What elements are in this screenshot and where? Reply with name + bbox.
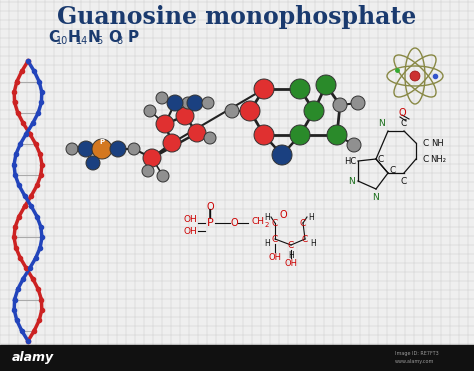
Circle shape <box>143 149 161 167</box>
Text: N: N <box>379 118 385 128</box>
Text: O: O <box>108 30 121 45</box>
Circle shape <box>188 124 206 142</box>
Text: O: O <box>279 210 287 220</box>
Circle shape <box>272 145 292 165</box>
Text: ‖: ‖ <box>208 209 212 217</box>
Circle shape <box>176 107 194 125</box>
Circle shape <box>187 95 203 111</box>
Circle shape <box>290 79 310 99</box>
Text: C: C <box>300 219 306 227</box>
Text: C: C <box>401 118 407 128</box>
Text: OH: OH <box>183 214 197 223</box>
Text: 14: 14 <box>76 36 88 46</box>
Circle shape <box>254 125 274 145</box>
Text: H: H <box>310 239 316 247</box>
Text: CH: CH <box>252 217 264 226</box>
Text: O: O <box>230 218 238 228</box>
Text: P: P <box>100 139 105 145</box>
Text: H: H <box>68 30 81 45</box>
Text: C: C <box>272 219 278 227</box>
Circle shape <box>333 98 347 112</box>
Text: Image ID: RE7FT3: Image ID: RE7FT3 <box>395 351 439 355</box>
Text: OH: OH <box>284 259 298 267</box>
Circle shape <box>240 101 260 121</box>
Text: www.alamy.com: www.alamy.com <box>395 359 434 364</box>
Circle shape <box>347 138 361 152</box>
Circle shape <box>410 71 420 81</box>
Text: Guanosine monophosphate: Guanosine monophosphate <box>57 5 417 29</box>
Circle shape <box>290 125 310 145</box>
Text: C: C <box>390 165 396 174</box>
Circle shape <box>254 79 274 99</box>
Text: C: C <box>401 177 407 186</box>
Circle shape <box>156 92 168 104</box>
Text: H: H <box>264 213 270 221</box>
Circle shape <box>163 134 181 152</box>
Text: 8: 8 <box>116 36 122 46</box>
Text: HC: HC <box>344 157 356 165</box>
Circle shape <box>225 104 239 118</box>
Circle shape <box>167 95 183 111</box>
Circle shape <box>144 105 156 117</box>
Circle shape <box>86 156 100 170</box>
Text: 10: 10 <box>56 36 68 46</box>
Text: alamy: alamy <box>12 351 54 364</box>
Circle shape <box>128 143 140 155</box>
Text: C: C <box>423 138 429 148</box>
Text: H: H <box>308 213 314 221</box>
Circle shape <box>66 143 78 155</box>
Circle shape <box>78 141 94 157</box>
Text: O: O <box>206 202 214 212</box>
Text: 2: 2 <box>265 222 269 228</box>
Circle shape <box>142 165 154 177</box>
Circle shape <box>327 125 347 145</box>
Text: C: C <box>423 154 429 164</box>
Circle shape <box>182 97 194 109</box>
Text: OH: OH <box>183 227 197 236</box>
Text: NH₂: NH₂ <box>430 154 446 164</box>
Text: 5: 5 <box>96 36 102 46</box>
Text: C: C <box>378 154 384 164</box>
Circle shape <box>156 115 174 133</box>
Circle shape <box>316 75 336 95</box>
Circle shape <box>157 170 169 182</box>
Text: C: C <box>272 234 278 243</box>
Text: H: H <box>288 250 294 259</box>
Circle shape <box>204 132 216 144</box>
Text: C: C <box>302 234 308 243</box>
Text: C: C <box>48 30 59 45</box>
Circle shape <box>351 96 365 110</box>
Circle shape <box>110 141 126 157</box>
Circle shape <box>304 101 324 121</box>
Text: OH: OH <box>268 253 282 262</box>
Text: N: N <box>88 30 101 45</box>
Text: P: P <box>207 218 213 228</box>
Text: H: H <box>264 239 270 247</box>
Text: NH: NH <box>432 138 444 148</box>
Text: P: P <box>128 30 139 45</box>
Circle shape <box>92 139 112 159</box>
Bar <box>0 345 474 371</box>
Text: N: N <box>373 193 379 201</box>
Text: O: O <box>398 108 406 118</box>
Text: N: N <box>348 177 356 186</box>
Circle shape <box>202 97 214 109</box>
Text: C: C <box>288 240 294 250</box>
